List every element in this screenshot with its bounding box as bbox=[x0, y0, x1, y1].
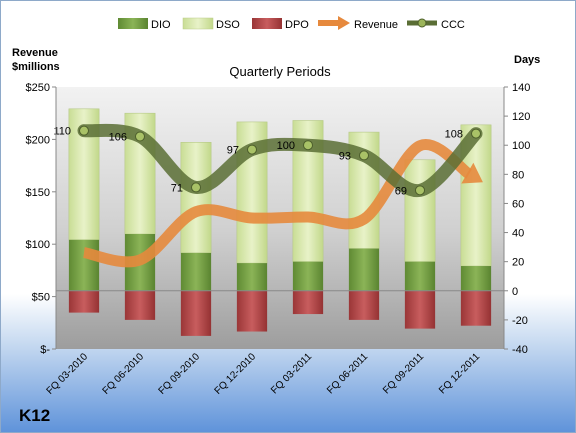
left-axis-label-line1: Revenue bbox=[12, 47, 58, 59]
ccc-data-label-6: 69 bbox=[395, 185, 407, 197]
legend-revenue-arrowhead bbox=[338, 16, 350, 30]
left-tick-label-1: $50 bbox=[32, 292, 50, 304]
ccc-data-label-5: 93 bbox=[339, 150, 351, 162]
right-tick-label-9: 140 bbox=[512, 82, 530, 94]
right-tick-label-8: 120 bbox=[512, 111, 530, 123]
right-tick-label-4: 40 bbox=[512, 228, 524, 240]
right-tick-label-0: -40 bbox=[512, 344, 528, 356]
bar-dio-7 bbox=[460, 266, 492, 291]
category-label-2: FQ 09-2010 bbox=[157, 351, 203, 397]
category-label-7: FQ 12-2011 bbox=[437, 351, 482, 396]
ccc-point-1 bbox=[135, 131, 145, 142]
bar-dso-2 bbox=[180, 142, 212, 254]
bar-dpo-7 bbox=[460, 290, 492, 326]
ccc-point-3 bbox=[247, 144, 257, 155]
legend-ccc-label: CCC bbox=[441, 19, 465, 31]
category-label-1: FQ 06-2010 bbox=[101, 351, 147, 397]
legend: DIO DSO DPO Revenue CCC bbox=[118, 16, 465, 31]
ccc-point-5 bbox=[359, 150, 369, 161]
ccc-point-6 bbox=[415, 185, 425, 196]
right-tick-label-1: -20 bbox=[512, 315, 528, 327]
bar-dio-2 bbox=[180, 252, 212, 291]
left-tick-label-4: $200 bbox=[26, 134, 50, 146]
ccc-point-7 bbox=[471, 128, 481, 139]
bar-dio-4 bbox=[292, 261, 324, 291]
bar-dpo-1 bbox=[124, 290, 156, 320]
left-tick-label-0: $- bbox=[40, 344, 50, 356]
bar-dpo-4 bbox=[292, 290, 324, 315]
ccc-data-label-2: 71 bbox=[171, 182, 183, 194]
category-label-3: FQ 12-2010 bbox=[213, 351, 259, 397]
left-axis-label-line2: $millions bbox=[12, 61, 60, 73]
left-tick-label-3: $150 bbox=[26, 187, 50, 199]
category-label-0: FQ 03-2010 bbox=[45, 351, 91, 397]
chart-title: Quarterly Periods bbox=[229, 64, 331, 79]
legend-revenue-label: Revenue bbox=[354, 19, 398, 31]
legend-dio-label: DIO bbox=[151, 19, 171, 31]
bar-dpo-6 bbox=[404, 290, 436, 329]
category-label-4: FQ 03-2011 bbox=[269, 351, 314, 396]
ccc-point-0 bbox=[79, 125, 89, 136]
bar-dio-0 bbox=[68, 239, 100, 291]
revenue-arrowhead bbox=[461, 162, 483, 184]
bar-dio-5 bbox=[348, 248, 380, 291]
right-tick-label-7: 100 bbox=[512, 140, 530, 152]
category-label-5: FQ 06-2011 bbox=[325, 351, 370, 396]
legend-ccc-marker bbox=[417, 18, 427, 28]
bar-dio-3 bbox=[236, 263, 268, 291]
ccc-data-label-7: 108 bbox=[445, 129, 463, 141]
company-name: K12 bbox=[19, 406, 50, 425]
right-tick-label-5: 60 bbox=[512, 198, 524, 210]
revenue-line bbox=[82, 139, 473, 268]
category-label-6: FQ 09-2011 bbox=[381, 351, 426, 396]
legend-dio-swatch bbox=[118, 18, 148, 29]
right-tick-label-3: 20 bbox=[512, 257, 524, 269]
legend-dpo-label: DPO bbox=[285, 19, 309, 31]
left-tick-label-5: $250 bbox=[26, 82, 50, 94]
bar-dso-6 bbox=[404, 159, 436, 262]
ccc-data-label-0: 110 bbox=[53, 126, 71, 138]
ccc-data-label-4: 100 bbox=[277, 140, 295, 152]
bar-dpo-5 bbox=[348, 290, 380, 320]
bar-dpo-2 bbox=[180, 290, 212, 336]
bar-dpo-3 bbox=[236, 290, 268, 332]
ccc-point-4 bbox=[303, 140, 313, 151]
ccc-data-label-1: 106 bbox=[109, 131, 127, 143]
ccc-point-2 bbox=[191, 182, 201, 193]
legend-dso-label: DSO bbox=[216, 19, 240, 31]
left-tick-label-2: $100 bbox=[26, 239, 50, 251]
bar-dio-6 bbox=[404, 261, 436, 291]
bar-dpo-0 bbox=[68, 290, 100, 313]
ccc-data-label-3: 97 bbox=[227, 145, 239, 157]
right-tick-label-6: 80 bbox=[512, 169, 524, 181]
legend-dpo-swatch bbox=[252, 18, 282, 29]
right-tick-label-2: 0 bbox=[512, 286, 518, 298]
legend-dso-swatch bbox=[182, 17, 214, 30]
right-axis-label: Days bbox=[514, 54, 540, 66]
